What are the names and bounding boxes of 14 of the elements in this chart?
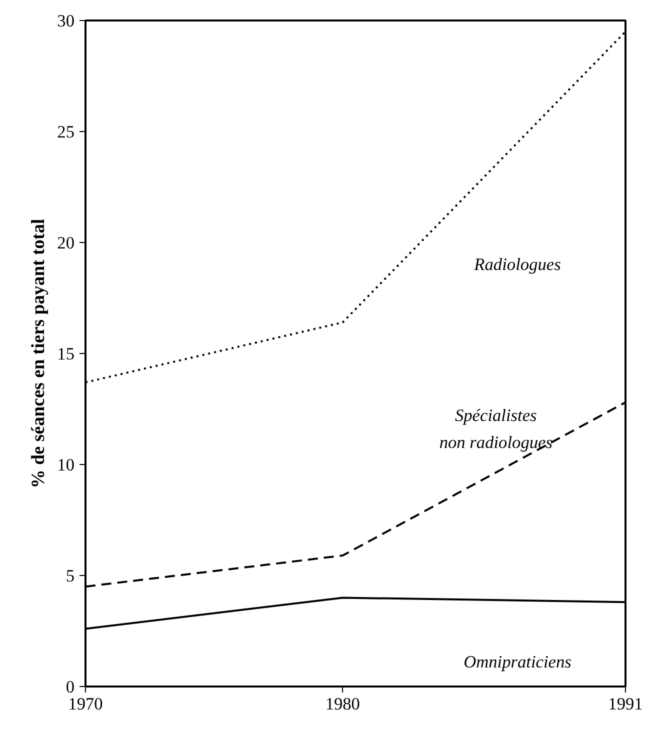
y-tick-label: 25	[57, 122, 74, 142]
y-tick-label: 15	[57, 344, 74, 364]
y-tick-label: 20	[57, 234, 74, 252]
y-tick-label: 0	[66, 678, 75, 696]
text: Radiologues	[473, 255, 562, 274]
y-tick-label: 5	[66, 566, 75, 586]
y-tick-label: 30	[57, 12, 74, 30]
series-label: Spécialistes non radiologues	[439, 406, 553, 452]
y-axis-title: % de séances en tiers payant total	[28, 218, 50, 488]
x-tick-label: 1980	[325, 694, 360, 714]
text: Omnipraticiens	[464, 652, 572, 672]
y-tick-label: 10	[57, 456, 74, 474]
x-tick-label: 1970	[68, 694, 103, 714]
x-tick-label: 1991	[608, 694, 643, 714]
